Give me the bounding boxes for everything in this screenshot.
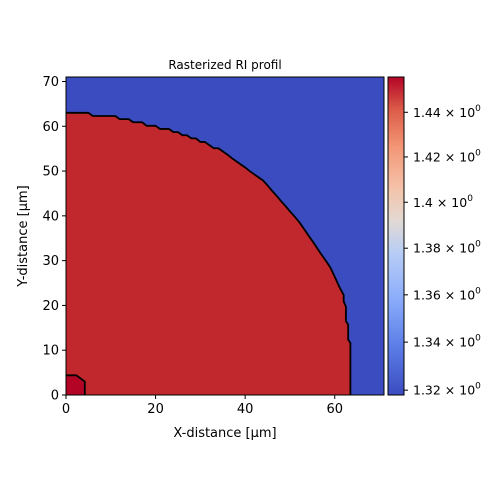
colorbar-tick-base: 1.44 × 10	[413, 105, 475, 120]
y-axis-ticks: 0 10 20 30 40 50 60 70	[42, 75, 66, 404]
y-tick-label: 20	[42, 299, 59, 314]
colorbar-tick-base: 1.32 × 10	[413, 383, 475, 398]
colorbar-tick-label: 1.44 × 100	[413, 104, 481, 120]
y-tick-label: 0	[51, 389, 59, 404]
colorbar-tick-exponent: 0	[475, 240, 481, 250]
colorbar-tick-base: 1.38 × 10	[413, 241, 475, 256]
core-region	[66, 112, 351, 395]
y-tick-label: 60	[42, 120, 59, 135]
y-tick-label: 70	[42, 75, 59, 90]
y-tick-label: 50	[42, 165, 59, 180]
y-tick-label: 40	[42, 209, 59, 224]
colorbar-tick-label: 1.4 × 100	[413, 194, 473, 210]
y-axis-label: Y-distance [μm]	[16, 185, 31, 287]
colorbar-tick-base: 1.34 × 10	[413, 335, 475, 350]
colorbar-gradient	[387, 76, 405, 396]
colorbar-tick-exponent: 0	[475, 104, 481, 114]
colorbar-tick-label: 1.32 × 100	[413, 382, 481, 398]
corner-boundary-contour	[66, 374, 86, 395]
chart-title: Rasterized RI profil	[168, 58, 281, 72]
colorbar-tick-base: 1.4 × 10	[413, 195, 467, 210]
colorbar-tick-exponent: 0	[475, 334, 481, 344]
colorbar-tick-label: 1.34 × 100	[413, 334, 481, 350]
colorbar-tick-exponent: 0	[475, 286, 481, 296]
corner-region	[66, 375, 85, 395]
colorbar-tick-base: 1.36 × 10	[413, 287, 475, 302]
colorbar-tick-exponent: 0	[467, 194, 473, 204]
colorbar-tick-label: 1.36 × 100	[413, 286, 481, 302]
colorbar-tick-label: 1.42 × 100	[413, 148, 481, 164]
plot-frame	[65, 76, 385, 396]
x-tick-label: 0	[62, 402, 70, 417]
x-tick-label: 60	[326, 402, 343, 417]
colorbar-tick-exponent: 0	[475, 382, 481, 392]
core-boundary-contour	[66, 111, 352, 395]
x-tick-label: 40	[237, 402, 254, 417]
x-axis-label: X-distance [μm]	[173, 426, 276, 441]
x-tick-label: 20	[147, 402, 164, 417]
y-tick-label: 30	[42, 254, 59, 269]
x-axis-ticks: 0 20 40 60	[62, 395, 343, 417]
colorbar-tick-base: 1.42 × 10	[413, 149, 475, 164]
plot-area	[65, 76, 385, 396]
colorbar-tick-label: 1.38 × 100	[413, 240, 481, 256]
colorbar-tick-exponent: 0	[475, 148, 481, 158]
y-tick-label: 10	[42, 344, 59, 359]
